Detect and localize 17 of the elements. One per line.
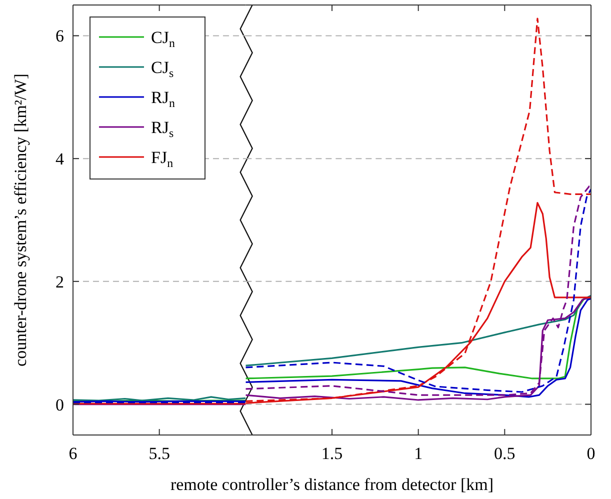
legend-label: RJ$_{s}$ xyxy=(151,118,174,140)
legend-label: CJ$_{s}$ xyxy=(151,58,174,80)
x-tick-label: 6 xyxy=(68,444,78,463)
legend-label: RJ$_{n}$ xyxy=(151,88,175,110)
y-axis-title: counter-drone system’s efficiency [km²/W] xyxy=(11,74,30,366)
x-tick-label: 0.5 xyxy=(494,444,516,463)
x-tick-label: 1 xyxy=(414,444,423,463)
x-axis-title: remote controller’s distance from detector [km] xyxy=(170,475,494,494)
legend-label: CJ$_{n}$ xyxy=(151,28,175,50)
x-tick-label: 1.5 xyxy=(321,444,343,463)
x-tick-label: 0 xyxy=(586,444,596,463)
x-tick-label: 5.5 xyxy=(148,444,170,463)
y-tick-label: 2 xyxy=(56,272,64,292)
y-tick-label: 0 xyxy=(56,395,64,414)
y-tick-label: 6 xyxy=(56,26,64,46)
legend-label: FJ$_{n}$ xyxy=(151,148,174,170)
y-tick-label: 4 xyxy=(56,150,64,169)
